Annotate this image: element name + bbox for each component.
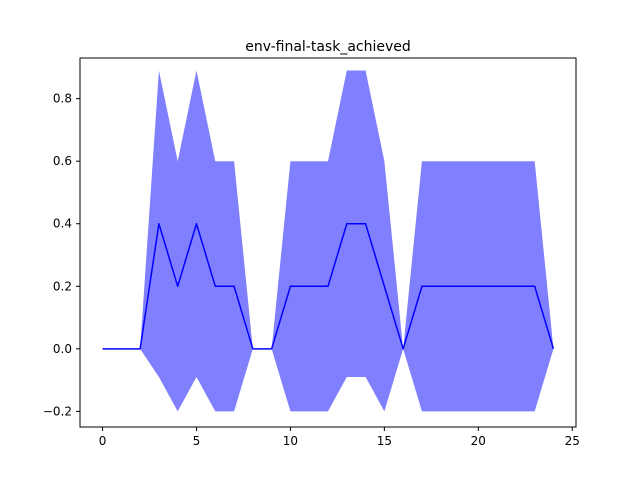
y-tick-label: −0.2 [43, 404, 72, 418]
mean-line [102, 222, 555, 350]
x-tick-label: 10 [283, 434, 298, 448]
y-tick-label: 0.0 [53, 342, 72, 356]
x-tick-label: 5 [193, 434, 201, 448]
x-tick-label: 15 [377, 434, 392, 448]
chart-title: env-final-task_achieved [245, 39, 411, 55]
x-tick-label: 20 [471, 434, 486, 448]
y-tick-label: 0.2 [53, 279, 72, 293]
y-tick-label: 0.8 [53, 92, 72, 106]
plot-area [102, 70, 555, 412]
x-tick-label: 0 [99, 434, 107, 448]
x-tick-label: 25 [565, 434, 580, 448]
y-tick-label: 0.4 [53, 217, 72, 231]
axes: 0 5 10 15 20 25 −0.2 0.0 0.2 0.4 0.6 0.8 [43, 57, 580, 448]
confidence-band [102, 70, 554, 412]
plot-frame [79, 57, 577, 428]
y-tick-label: 0.6 [53, 154, 72, 168]
